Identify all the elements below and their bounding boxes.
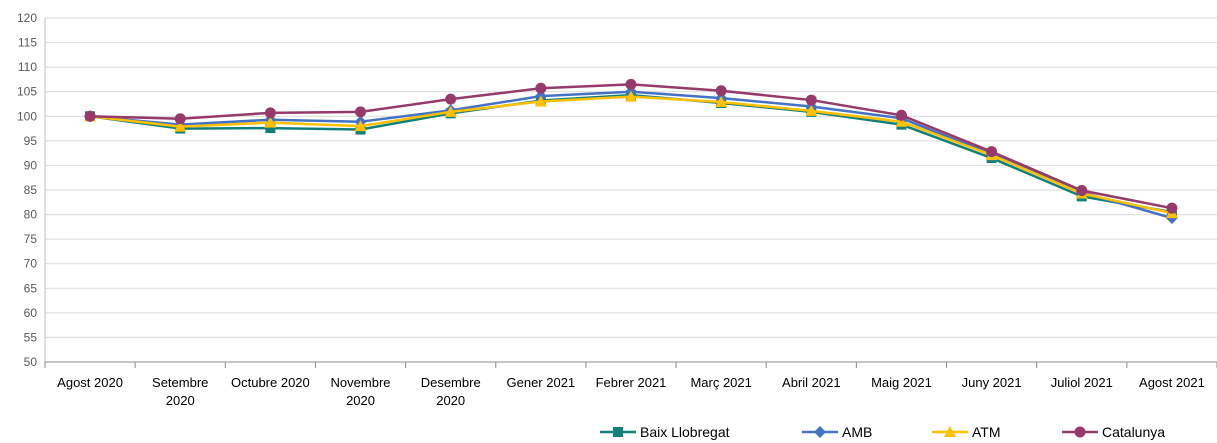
- y-tick-label: 75: [24, 232, 38, 246]
- y-tick-label: 60: [24, 306, 38, 320]
- x-tick-label: Abril 2021: [782, 375, 841, 390]
- legend-label: Catalunya: [1102, 424, 1165, 440]
- series-baix-llobregat: [85, 90, 1177, 218]
- y-tick-label: 65: [24, 281, 38, 295]
- data-point: [265, 123, 276, 134]
- legend-marker: [814, 426, 826, 438]
- y-tick-label: 120: [17, 11, 37, 25]
- x-tick-label: Juliol 2021: [1051, 375, 1113, 390]
- data-point: [895, 115, 908, 127]
- x-tick-label: Agost 2021: [1139, 375, 1205, 390]
- y-tick-label: 95: [24, 134, 38, 148]
- x-tick-label: Novembre 2020: [331, 375, 391, 408]
- x-tick-label: Agost 2020: [57, 375, 123, 390]
- data-point: [625, 90, 637, 102]
- y-axis-ticks: 50 55 60 65 70 75 80 85 90 95 100 105 110 115 120: [17, 11, 37, 369]
- x-axis-ticks: Agost 2020 Setembre 2020 Octubre 2020 Novemb…: [57, 375, 1205, 408]
- x-tick-label: Març 2021: [690, 375, 751, 390]
- y-tick-label: 100: [17, 109, 37, 123]
- x-tick-label: Gener 2021: [507, 375, 576, 390]
- series-group: [84, 78, 1178, 225]
- legend-marker: [944, 426, 956, 437]
- data-point: [355, 106, 367, 118]
- x-tick-label: Setembre 2020: [152, 375, 208, 408]
- y-tick-label: 85: [24, 183, 38, 197]
- data-point: [264, 116, 277, 128]
- legend-entry: ATM: [932, 424, 1001, 440]
- x-tick-label: Maig 2021: [871, 375, 932, 390]
- data-point: [715, 96, 728, 108]
- data-point: [535, 82, 547, 94]
- data-point: [264, 107, 276, 119]
- y-tick-label: 80: [24, 208, 38, 222]
- data-point: [84, 110, 96, 122]
- x-tick-label: Desembre 2020: [421, 375, 481, 408]
- legend-marker: [1074, 426, 1086, 438]
- data-point: [805, 104, 818, 116]
- data-point: [444, 105, 457, 117]
- legend-entry: Catalunya: [1062, 424, 1165, 440]
- data-point: [1076, 184, 1088, 196]
- y-tick-label: 105: [17, 85, 37, 99]
- series-amb: [84, 85, 1178, 225]
- legend-entry: Baix Llobregat: [600, 424, 730, 440]
- data-point: [986, 146, 998, 158]
- data-point: [625, 78, 637, 90]
- x-tick-label: Octubre 2020: [231, 375, 310, 390]
- series-catalunya: [84, 78, 1178, 214]
- data-point: [445, 93, 457, 105]
- data-point: [534, 95, 547, 107]
- data-point: [174, 113, 186, 125]
- legend-label: Baix Llobregat: [640, 424, 730, 440]
- y-tick-label: 55: [24, 330, 38, 344]
- y-tick-label: 70: [24, 257, 38, 271]
- y-tick-label: 115: [18, 36, 37, 50]
- legend-label: AMB: [842, 424, 872, 440]
- gridlines: [45, 17, 1217, 338]
- data-point: [174, 120, 187, 132]
- series-line: [89, 90, 1173, 220]
- x-tick-label: Juny 2021: [962, 375, 1022, 390]
- legend-label: ATM: [972, 424, 1001, 440]
- y-tick-label: 90: [24, 158, 38, 172]
- data-point: [1166, 202, 1178, 214]
- series-atm: [84, 90, 1178, 219]
- data-point: [805, 94, 817, 106]
- legend-entry: AMB: [802, 424, 872, 440]
- axes: [44, 18, 1217, 368]
- y-tick-label: 50: [24, 355, 38, 369]
- legend-marker: [613, 427, 623, 437]
- series-line: [89, 93, 1173, 214]
- x-tick-label: Febrer 2021: [596, 375, 667, 390]
- legend: Baix Llobregat AMB ATM Catalunya: [600, 424, 1165, 440]
- data-point: [354, 120, 367, 132]
- y-tick-label: 110: [18, 60, 37, 74]
- data-point: [715, 85, 727, 97]
- data-point: [895, 109, 907, 121]
